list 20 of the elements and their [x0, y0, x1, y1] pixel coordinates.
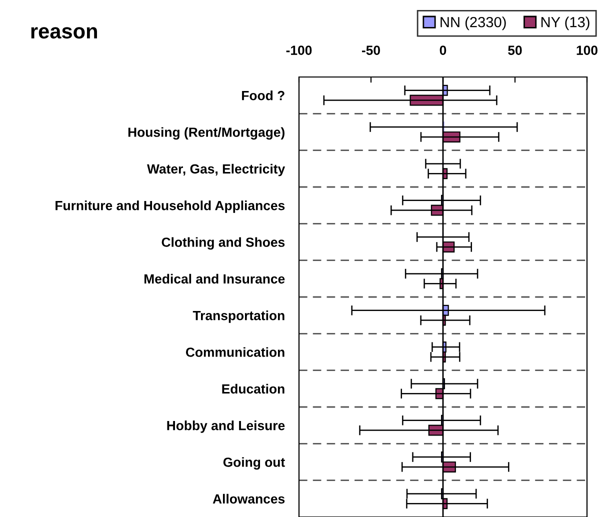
y-tick-label: Medical and Insurance: [144, 274, 285, 284]
y-tick-label: Education: [222, 384, 284, 394]
y-tick-label: Hobby and Leisure: [167, 420, 285, 433]
y-tick-label: Water, Gas, Electricity: [147, 164, 286, 176]
y-tick-label: Food ?: [242, 90, 284, 100]
x-tick-label: -50: [362, 46, 380, 55]
x-tick-label: 100: [576, 46, 598, 55]
y-tick-label: Communication: [186, 347, 284, 357]
legend-label: NY (13): [541, 16, 590, 30]
y-tick-label: Furniture and Household Appliances: [56, 200, 285, 213]
text: reason: [31, 27, 97, 39]
x-tick-label: -100: [286, 46, 312, 55]
y-tick-label: Housing (Rent/Mortgage): [128, 127, 284, 140]
x-tick-label: 0: [440, 46, 446, 55]
y-tick-label: Going out: [223, 457, 285, 470]
legend-label: NN (2330): [440, 16, 506, 30]
y-tick-label: Clothing and Shoes: [162, 237, 285, 250]
x-tick-label: 50: [508, 46, 522, 55]
y-tick-label: Allowances: [212, 494, 285, 504]
y-tick-label: Transportation: [192, 310, 284, 323]
